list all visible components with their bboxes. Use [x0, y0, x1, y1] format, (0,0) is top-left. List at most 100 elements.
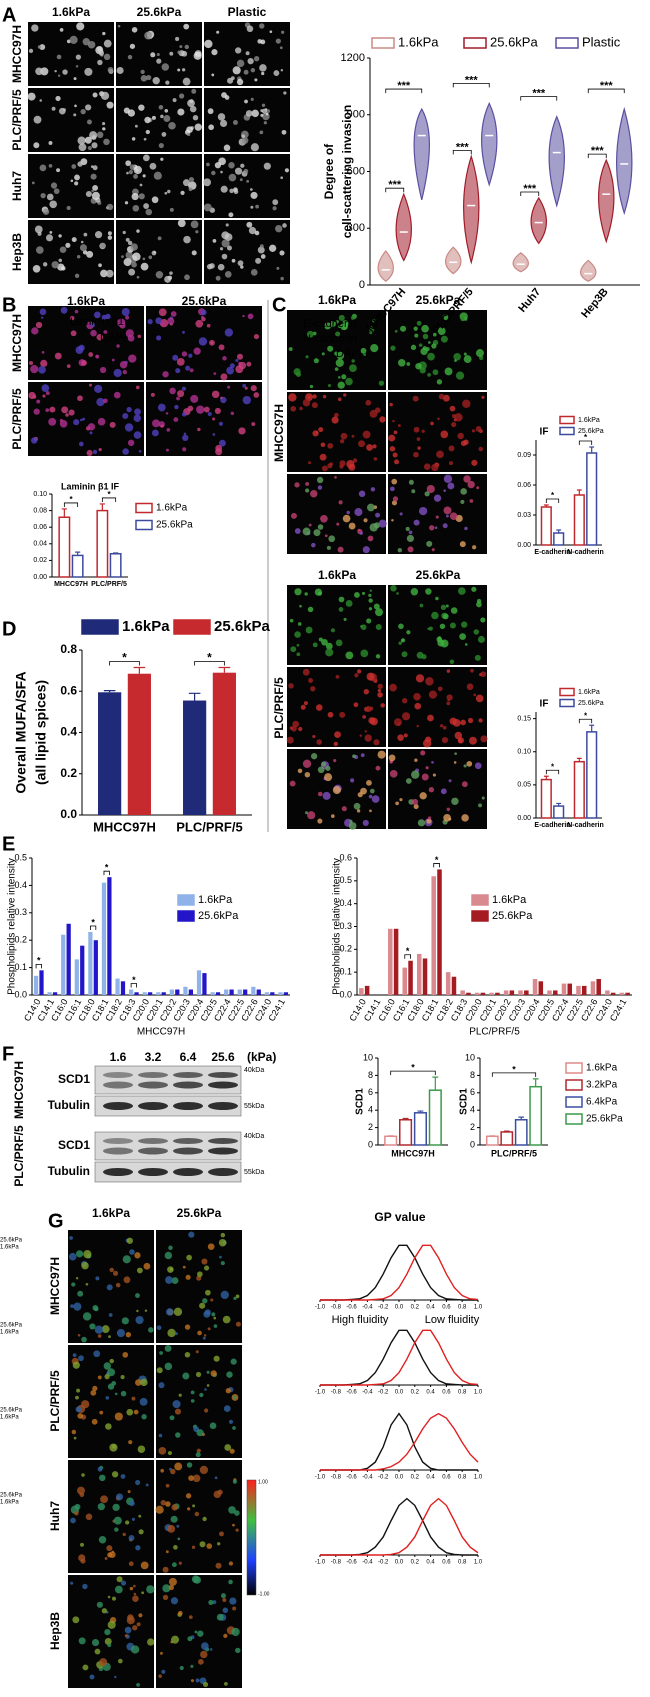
- cell: [96, 1601, 103, 1608]
- x-tick-label: PLC/PRF/5: [91, 581, 127, 588]
- bar: [399, 1119, 413, 1146]
- cell: [360, 753, 365, 758]
- cell: [366, 618, 372, 624]
- bar: [384, 1135, 398, 1146]
- cell: [158, 105, 164, 110]
- cell: [81, 1473, 85, 1477]
- error-bar: [556, 529, 562, 533]
- y-tick-label: 0.09: [517, 452, 531, 459]
- cell: [162, 1584, 171, 1593]
- cell: [269, 30, 273, 34]
- significance-label: ***: [523, 183, 537, 195]
- cell: [101, 1608, 108, 1614]
- cell: [434, 526, 438, 530]
- cell: [164, 1362, 173, 1371]
- cell: [162, 1566, 169, 1573]
- error-bar: [113, 552, 119, 554]
- cell: [198, 337, 208, 346]
- cell: [133, 174, 138, 179]
- cell: [81, 1261, 89, 1270]
- cell: [212, 433, 216, 436]
- column-label: 1.6kPa: [52, 5, 90, 19]
- cell: [313, 529, 321, 537]
- cell: [229, 1448, 235, 1454]
- cell: [423, 463, 431, 471]
- cell: [401, 651, 408, 658]
- cell: [294, 631, 301, 638]
- error-bar: [188, 692, 201, 701]
- cell: [217, 1542, 221, 1546]
- significance-bracket: [578, 718, 593, 724]
- cell: [104, 1374, 110, 1380]
- cell: [58, 234, 62, 238]
- cell: [305, 626, 313, 634]
- cell: [478, 446, 484, 452]
- cell: [214, 407, 221, 414]
- cell: [158, 1382, 165, 1389]
- stain-label: Laminin β1: [70, 316, 124, 328]
- cell: [151, 250, 157, 256]
- cell: [274, 224, 283, 233]
- cell: [208, 1599, 214, 1605]
- cell: [330, 814, 335, 819]
- cell: [334, 412, 339, 418]
- cell: [392, 496, 399, 502]
- cell: [428, 626, 433, 631]
- cell: [139, 1397, 148, 1406]
- significance-bracket: [63, 502, 79, 507]
- cell: [184, 1324, 191, 1330]
- cell: [391, 500, 398, 506]
- x-tick-label: 0.0: [395, 1560, 404, 1566]
- protein-label: Tubulin: [48, 1098, 90, 1112]
- cell: [460, 440, 467, 447]
- cell: [220, 1232, 226, 1238]
- bar: [586, 452, 598, 546]
- cell: [397, 548, 402, 553]
- cell: [424, 491, 430, 497]
- cell: [177, 108, 185, 116]
- cell: [137, 1445, 146, 1453]
- cell: [109, 1443, 118, 1452]
- cell: [70, 179, 74, 183]
- cell: [370, 487, 376, 492]
- y-tick-label: 0.4: [60, 725, 77, 739]
- cell: [83, 232, 88, 237]
- cell: [203, 1681, 209, 1688]
- line-series: [320, 1244, 478, 1301]
- cell: [151, 115, 156, 120]
- cell: [94, 1306, 99, 1312]
- cell: [164, 275, 172, 283]
- cell: [98, 263, 102, 268]
- cell: [40, 359, 48, 368]
- y-tick-label: 0.0: [14, 989, 27, 999]
- cell: [375, 512, 381, 518]
- bar: [188, 989, 193, 995]
- cell: [392, 419, 395, 423]
- cell: [254, 78, 258, 82]
- cell: [160, 424, 164, 428]
- cell: [192, 1474, 201, 1483]
- cell: [106, 101, 114, 109]
- cell: [245, 51, 250, 56]
- cell: [432, 369, 439, 376]
- cell: [169, 207, 174, 212]
- cell: [284, 168, 290, 173]
- significance-label: *: [512, 1064, 516, 1074]
- cell: [144, 31, 153, 40]
- cell: [462, 399, 471, 408]
- cell: [131, 261, 137, 268]
- x-tick-label: -0.6: [346, 1560, 357, 1566]
- cell: [378, 380, 385, 386]
- error-bar: [133, 666, 146, 674]
- cell: [201, 1258, 208, 1265]
- cell: [303, 701, 308, 706]
- cell: [463, 475, 471, 483]
- panel-letter: D: [2, 618, 16, 640]
- cell: [122, 448, 129, 455]
- cell: [281, 30, 285, 34]
- x-tick-label: -0.2: [378, 1560, 389, 1566]
- cell: [427, 714, 434, 722]
- legend-swatch: [135, 502, 153, 514]
- lane-label: 3.2: [145, 1050, 162, 1064]
- cell: [107, 1383, 115, 1390]
